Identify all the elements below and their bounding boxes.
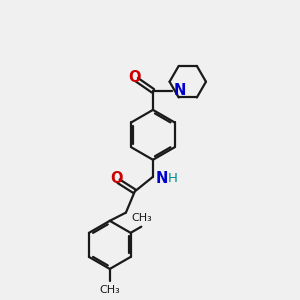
Text: O: O [110, 171, 122, 186]
Text: N: N [155, 171, 168, 186]
Text: N: N [173, 83, 186, 98]
Text: O: O [128, 70, 141, 85]
Text: H: H [168, 172, 178, 185]
Text: CH₃: CH₃ [99, 285, 120, 295]
Text: CH₃: CH₃ [131, 213, 152, 223]
